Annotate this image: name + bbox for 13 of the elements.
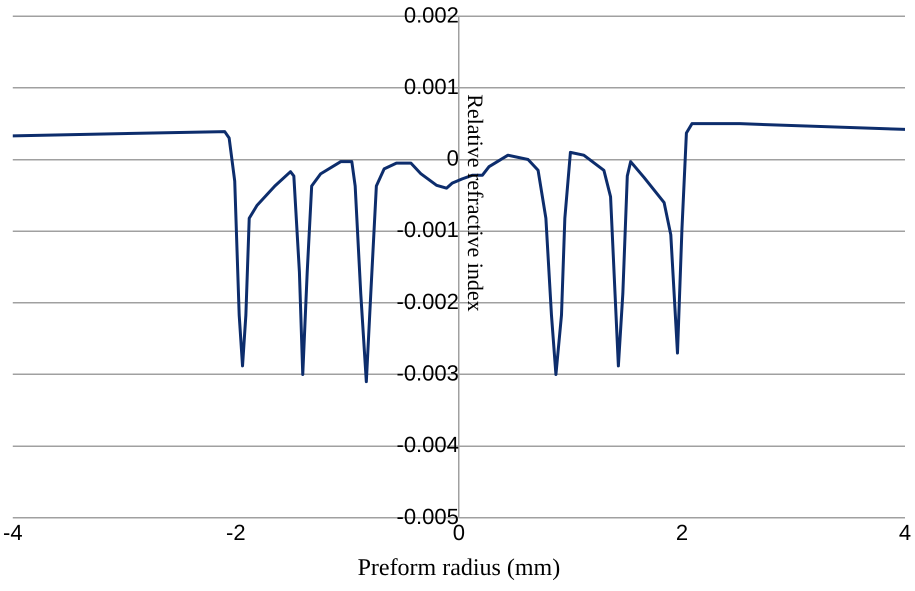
x-tick-label: 2 [676, 520, 688, 546]
x-tick-label: -4 [3, 520, 23, 546]
y-tick-label: -0.003 [396, 360, 459, 386]
x-axis-title: Preform radius (mm) [358, 554, 560, 581]
x-tick-label: 4 [898, 520, 912, 546]
y-tick-label: 0.002 [404, 2, 459, 28]
y-tick-label: -0.002 [396, 288, 459, 314]
y-tick-label: -0.004 [396, 432, 459, 458]
x-tick-label: -2 [226, 520, 246, 546]
y-tick-label: 0.001 [404, 74, 459, 99]
y-tick-label: -0.001 [396, 217, 459, 242]
y-tick-label: 0 [446, 146, 459, 171]
y-axis-title: Relative refractive index [463, 94, 488, 312]
